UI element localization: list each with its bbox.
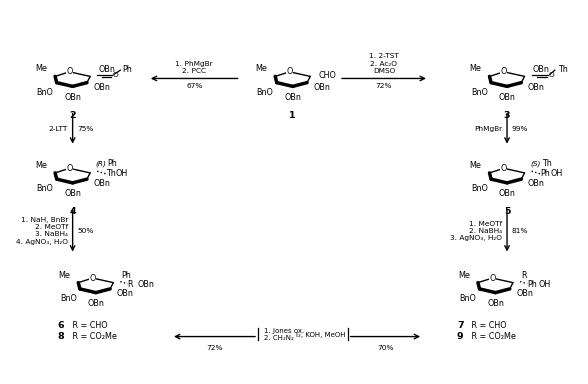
Text: 7: 7: [457, 321, 463, 330]
Text: 99%: 99%: [512, 126, 528, 132]
Text: 5: 5: [504, 207, 510, 216]
Text: OBn: OBn: [284, 93, 301, 102]
Text: OBn: OBn: [93, 179, 110, 188]
Text: R: R: [128, 280, 133, 289]
Text: 4: 4: [69, 207, 76, 216]
Text: 67%: 67%: [186, 83, 202, 89]
Text: 1: 1: [289, 111, 296, 120]
Text: OBn: OBn: [137, 280, 154, 289]
Text: 75%: 75%: [77, 126, 93, 132]
Text: R = CHO: R = CHO: [469, 321, 507, 330]
Text: PhMgBr: PhMgBr: [475, 126, 502, 132]
Text: 1. Jones ox.: 1. Jones ox.: [264, 328, 304, 334]
Text: O: O: [89, 273, 96, 283]
Text: I₂, KOH, MeOH: I₂, KOH, MeOH: [296, 332, 345, 338]
Text: OBn: OBn: [528, 179, 544, 188]
Text: OBn: OBn: [487, 299, 504, 308]
Text: Th: Th: [558, 65, 568, 74]
Text: OBn: OBn: [499, 189, 516, 198]
Text: 1. MeOTf
2. NaBH₄
3. AgNO₃, H₂O: 1. MeOTf 2. NaBH₄ 3. AgNO₃, H₂O: [450, 220, 502, 241]
Text: R = CO₂Me: R = CO₂Me: [70, 332, 116, 341]
Text: OBn: OBn: [64, 93, 81, 102]
Text: 72%: 72%: [206, 345, 223, 351]
Text: Ph: Ph: [527, 280, 537, 289]
Text: OBn: OBn: [313, 83, 330, 92]
Text: 70%: 70%: [377, 345, 393, 351]
Text: 1. NaH, BnBr
2. MeOTf
3. NaBH₄
4. AgNO₃, H₂O: 1. NaH, BnBr 2. MeOTf 3. NaBH₄ 4. AgNO₃,…: [16, 217, 68, 245]
Text: BnO: BnO: [459, 294, 476, 303]
Text: O: O: [500, 164, 507, 173]
Text: BnO: BnO: [471, 88, 488, 97]
Text: 2. CH₂N₂: 2. CH₂N₂: [264, 336, 293, 341]
Text: Ph: Ph: [108, 159, 118, 167]
Text: Me: Me: [470, 161, 482, 170]
Text: BnO: BnO: [471, 184, 488, 193]
Text: 81%: 81%: [512, 228, 528, 234]
Text: OBn: OBn: [98, 65, 115, 74]
Text: Me: Me: [255, 64, 267, 73]
Text: Me: Me: [58, 270, 71, 280]
Text: O: O: [286, 67, 293, 76]
Text: OBn: OBn: [528, 83, 544, 92]
Text: OBn: OBn: [516, 289, 533, 298]
Text: (R): (R): [96, 161, 107, 167]
Text: Me: Me: [35, 64, 47, 73]
Text: 2-LTT: 2-LTT: [49, 126, 68, 132]
Text: Ph: Ph: [540, 169, 550, 179]
Text: OBn: OBn: [93, 83, 110, 92]
Text: R = CO₂Me: R = CO₂Me: [469, 332, 516, 341]
Text: 72%: 72%: [376, 83, 392, 89]
Text: O: O: [112, 72, 118, 78]
Text: Ph: Ph: [122, 65, 132, 74]
Text: BnO: BnO: [36, 184, 54, 193]
Text: OBn: OBn: [499, 93, 516, 102]
Text: O: O: [549, 72, 554, 78]
Text: Me: Me: [35, 161, 47, 170]
Text: 3: 3: [504, 111, 510, 120]
Text: 1. 2-TST
2. Ac₂O
DMSO: 1. 2-TST 2. Ac₂O DMSO: [369, 53, 399, 74]
Text: (S): (S): [530, 161, 540, 167]
Text: BnO: BnO: [257, 88, 273, 97]
Text: R = CHO: R = CHO: [70, 321, 108, 330]
Text: Ph: Ph: [121, 271, 131, 280]
Text: OH: OH: [539, 280, 551, 289]
Text: R: R: [521, 271, 526, 280]
Text: OBn: OBn: [116, 289, 133, 298]
Text: Me: Me: [458, 270, 470, 280]
Text: O: O: [489, 273, 496, 283]
Text: O: O: [500, 67, 507, 76]
Text: OH: OH: [550, 169, 562, 179]
Text: BnO: BnO: [36, 88, 54, 97]
Text: 50%: 50%: [77, 228, 93, 234]
Text: 2: 2: [69, 111, 76, 120]
Text: OBn: OBn: [533, 65, 549, 74]
Text: OBn: OBn: [64, 189, 81, 198]
Text: CHO: CHO: [318, 71, 336, 80]
Text: OBn: OBn: [88, 299, 104, 308]
Text: 8: 8: [57, 332, 64, 341]
Text: O: O: [66, 67, 73, 76]
Text: OH: OH: [116, 169, 128, 179]
Text: Th: Th: [542, 159, 552, 167]
Text: Me: Me: [470, 64, 482, 73]
Text: O: O: [66, 164, 73, 173]
Text: Th: Th: [106, 169, 116, 179]
Text: 9: 9: [457, 332, 463, 341]
Text: 1. PhMgBr
2. PCC: 1. PhMgBr 2. PCC: [175, 61, 213, 74]
Text: BnO: BnO: [60, 294, 76, 303]
Text: 6: 6: [57, 321, 64, 330]
